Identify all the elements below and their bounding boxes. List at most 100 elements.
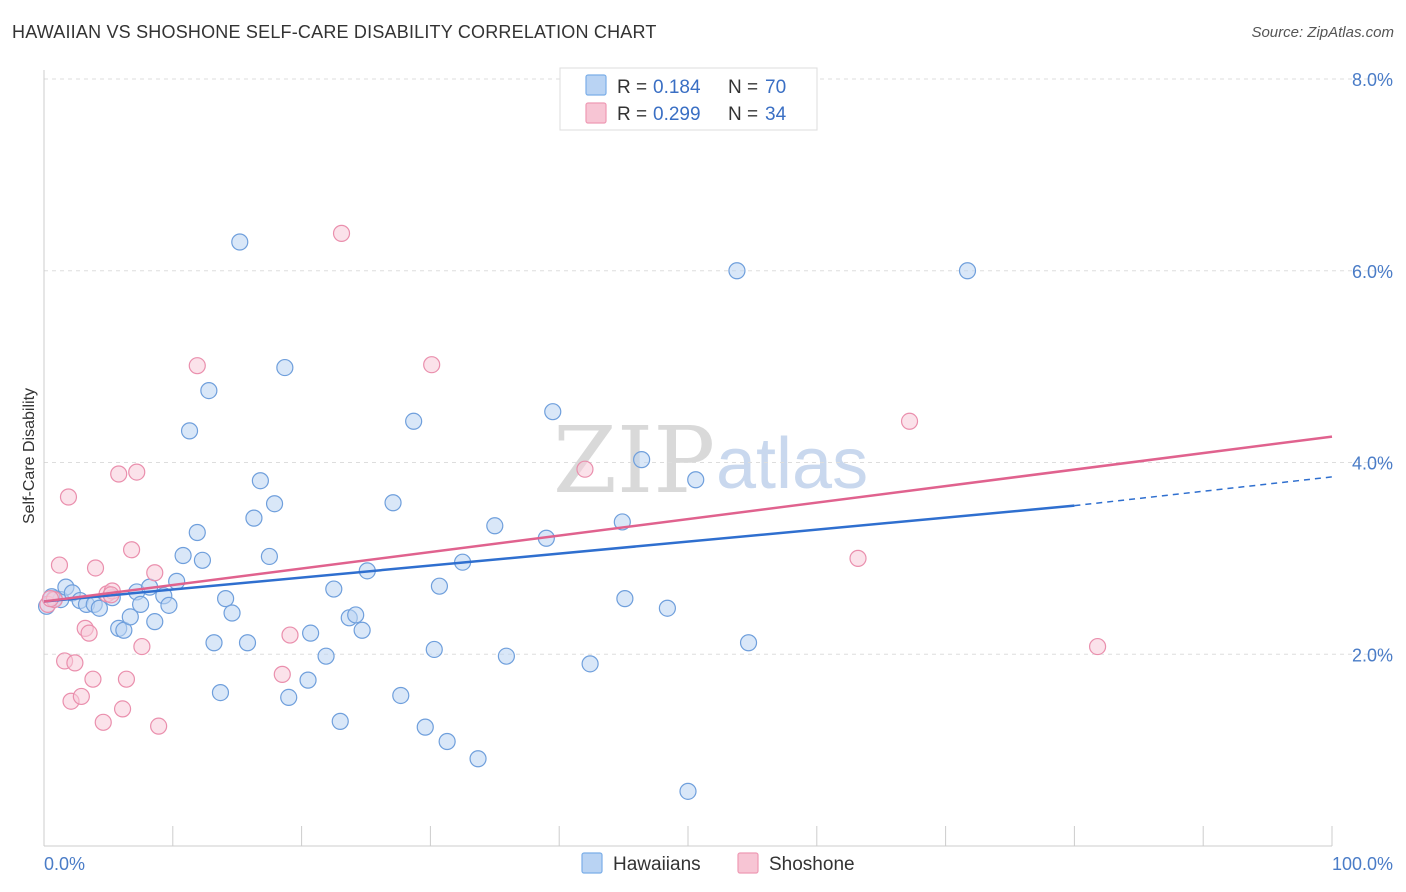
- chart-title: HAWAIIAN VS SHOSHONE SELF-CARE DISABILIT…: [12, 22, 657, 42]
- data-point: [251, 472, 269, 490]
- data-point: [486, 517, 504, 535]
- data-point: [958, 262, 977, 280]
- data-point: [41, 590, 60, 608]
- data-point: [633, 451, 651, 469]
- data-point: [128, 463, 146, 481]
- data-point: [353, 621, 371, 639]
- data-point: [121, 608, 139, 626]
- data-point: [900, 412, 919, 430]
- data-point: [217, 590, 235, 608]
- legend-swatch-shoshone: [585, 102, 607, 124]
- source-attribution: Source: ZipAtlas.com: [1251, 24, 1394, 41]
- data-point: [94, 713, 112, 731]
- data-point: [687, 471, 705, 489]
- watermark-atlas: atlas: [716, 424, 868, 504]
- data-point: [302, 624, 320, 642]
- data-point: [739, 634, 758, 652]
- trend-line-shoshone: [43, 435, 1333, 603]
- data-point: [576, 460, 594, 478]
- y-tick-labels: 2.0% 4.0% 6.0% 8.0%: [1352, 70, 1393, 665]
- bottom-legend: Hawaiians Shoshone: [581, 852, 855, 875]
- trend-line-hawaiians: [43, 504, 1075, 603]
- data-point: [231, 233, 249, 251]
- data-point: [86, 559, 105, 577]
- trend-lines: [43, 435, 1333, 603]
- x-tick-label-min: 0.0%: [44, 854, 85, 874]
- y-tick-label: 2.0%: [1352, 645, 1393, 665]
- data-point: [132, 595, 150, 613]
- data-point: [1088, 637, 1107, 656]
- data-point: [384, 494, 402, 512]
- data-point: [146, 613, 164, 631]
- data-point: [849, 549, 867, 567]
- gridlines: [44, 78, 1393, 655]
- data-point: [160, 596, 178, 614]
- data-point: [438, 732, 456, 751]
- data-point: [168, 572, 186, 590]
- data-point: [188, 357, 206, 375]
- data-point: [331, 712, 349, 730]
- data-point: [679, 782, 697, 800]
- data-point: [265, 495, 284, 513]
- bottom-legend-swatch-shoshone: [737, 852, 759, 874]
- legend-n-label-hawaiians: N =: [728, 77, 758, 98]
- data-point: [223, 604, 241, 622]
- data-point: [72, 687, 90, 706]
- data-point: [174, 546, 192, 565]
- series-shoshone: [39, 224, 1107, 735]
- data-point: [117, 670, 136, 688]
- data-point: [280, 688, 298, 706]
- data-point: [180, 422, 199, 440]
- data-point: [260, 547, 278, 566]
- data-point: [469, 750, 487, 768]
- data-point: [193, 551, 212, 569]
- data-point: [276, 358, 294, 377]
- data-point: [80, 624, 98, 642]
- legend-box: R = 0.184 N = 70 R = 0.299 N = 34: [559, 67, 818, 131]
- data-point: [238, 634, 257, 652]
- data-point: [430, 577, 449, 595]
- data-point: [273, 665, 291, 683]
- data-point: [50, 556, 69, 574]
- data-point: [325, 580, 343, 598]
- data-point: [416, 718, 434, 736]
- data-point: [200, 381, 218, 400]
- data-point: [110, 465, 128, 483]
- y-axis-label: Self-Care Disability: [21, 388, 38, 524]
- bottom-legend-swatch-hawaiians: [581, 852, 603, 874]
- x-tick-label-max: 100.0%: [1332, 854, 1393, 874]
- legend-n-value-hawaiians: 70: [765, 77, 786, 98]
- data-point: [205, 634, 223, 652]
- data-point: [188, 523, 206, 542]
- data-point: [299, 671, 317, 689]
- data-point: [616, 590, 634, 608]
- legend-n-label-shoshone: N =: [728, 104, 758, 125]
- data-point: [245, 509, 263, 527]
- bottom-legend-label-hawaiians: Hawaiians: [613, 854, 701, 875]
- legend-swatch-hawaiians: [585, 74, 607, 96]
- data-point: [317, 647, 335, 665]
- data-point: [425, 640, 443, 659]
- data-point: [497, 647, 515, 665]
- trend-line-hawaiians-extension: [1074, 476, 1333, 507]
- data-point: [423, 356, 441, 374]
- data-point: [332, 224, 351, 242]
- data-point: [66, 654, 84, 672]
- bottom-legend-label-shoshone: Shoshone: [769, 854, 855, 875]
- data-point: [90, 599, 108, 617]
- data-point: [581, 655, 599, 673]
- data-point: [347, 606, 365, 624]
- legend-n-value-shoshone: 34: [765, 104, 787, 125]
- data-point: [150, 717, 168, 735]
- series-hawaiians: [37, 233, 977, 800]
- legend-r-label-hawaiians: R =: [617, 77, 647, 98]
- data-point: [281, 626, 299, 644]
- data-point: [405, 412, 423, 430]
- legend-r-value-hawaiians: 0.184: [653, 77, 701, 98]
- y-tick-label: 6.0%: [1352, 262, 1393, 282]
- data-point: [392, 686, 410, 705]
- legend-r-label-shoshone: R =: [617, 104, 647, 125]
- y-tick-label: 4.0%: [1352, 454, 1393, 474]
- legend-r-value-shoshone: 0.299: [653, 104, 701, 125]
